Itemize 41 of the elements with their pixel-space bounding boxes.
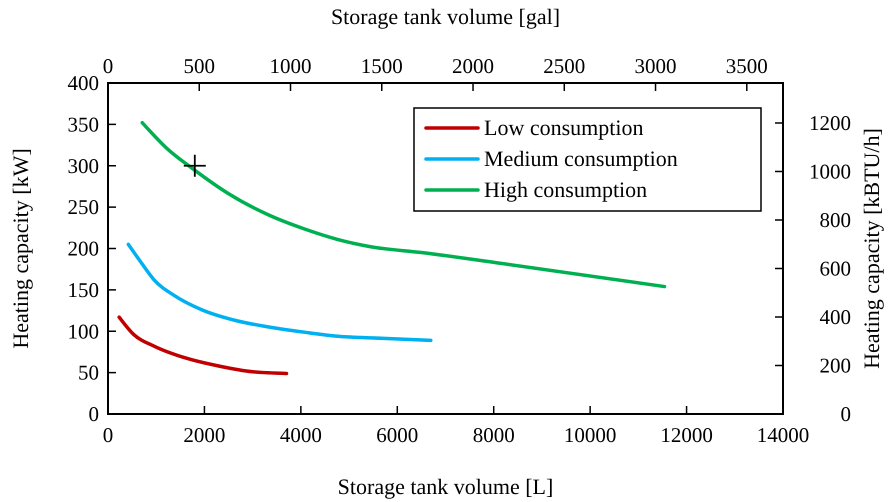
x2-tick-label: 1000 bbox=[270, 54, 312, 78]
x2-axis-title: Storage tank volume [gal] bbox=[330, 4, 560, 29]
y-axis-title: Heating capacity [kW] bbox=[8, 148, 33, 349]
x-tick-label: 4000 bbox=[280, 423, 322, 447]
y2-tick-label: 400 bbox=[820, 304, 851, 329]
x-tick-label: 6000 bbox=[376, 423, 418, 447]
legend-label: High consumption bbox=[484, 177, 648, 202]
x-axis-title: Storage tank volume [L] bbox=[338, 474, 554, 499]
y-tick-label: 400 bbox=[68, 71, 99, 95]
x2-tick-label: 1500 bbox=[360, 54, 403, 78]
x-tick-label: 14000 bbox=[756, 423, 810, 447]
y-tick-label: 250 bbox=[68, 195, 99, 220]
y2-tick-label: 600 bbox=[820, 256, 851, 280]
y2-tick-label: 1200 bbox=[809, 110, 851, 135]
y-tick-label: 100 bbox=[68, 319, 99, 344]
x2-tick-label: 3000 bbox=[634, 54, 677, 78]
x2-tick-label: 0 bbox=[102, 54, 114, 78]
y2-tick-label: 800 bbox=[820, 208, 851, 232]
x-tick-label: 12000 bbox=[660, 423, 713, 447]
y2-axis-title: Heating capacity [kBTU/h] bbox=[859, 128, 884, 369]
x2-tick-label: 2500 bbox=[543, 54, 586, 78]
x-tick-label: 0 bbox=[102, 423, 114, 447]
x-tick-label: 8000 bbox=[472, 423, 515, 447]
legend-label: Medium consumption bbox=[484, 146, 678, 171]
y-tick-label: 200 bbox=[68, 236, 99, 260]
y-tick-label: 0 bbox=[88, 402, 99, 426]
x2-tick-label: 500 bbox=[184, 54, 216, 78]
y-tick-label: 50 bbox=[78, 360, 99, 385]
x2-tick-label: 2000 bbox=[452, 54, 494, 78]
line-series bbox=[126, 242, 433, 342]
legend-label: Low consumption bbox=[484, 115, 644, 140]
y-tick-label: 300 bbox=[68, 154, 99, 178]
x2-tick-label: 3500 bbox=[726, 54, 768, 78]
y2-tick-label: 0 bbox=[840, 402, 851, 426]
y2-tick-label: 1000 bbox=[809, 159, 851, 184]
x-tick-label: 2000 bbox=[183, 423, 226, 447]
line-series bbox=[117, 315, 288, 376]
x-tick-label: 10000 bbox=[564, 423, 616, 447]
y-tick-label: 350 bbox=[68, 112, 99, 136]
y-tick-label: 150 bbox=[68, 278, 99, 302]
y2-tick-label: 200 bbox=[820, 354, 851, 378]
